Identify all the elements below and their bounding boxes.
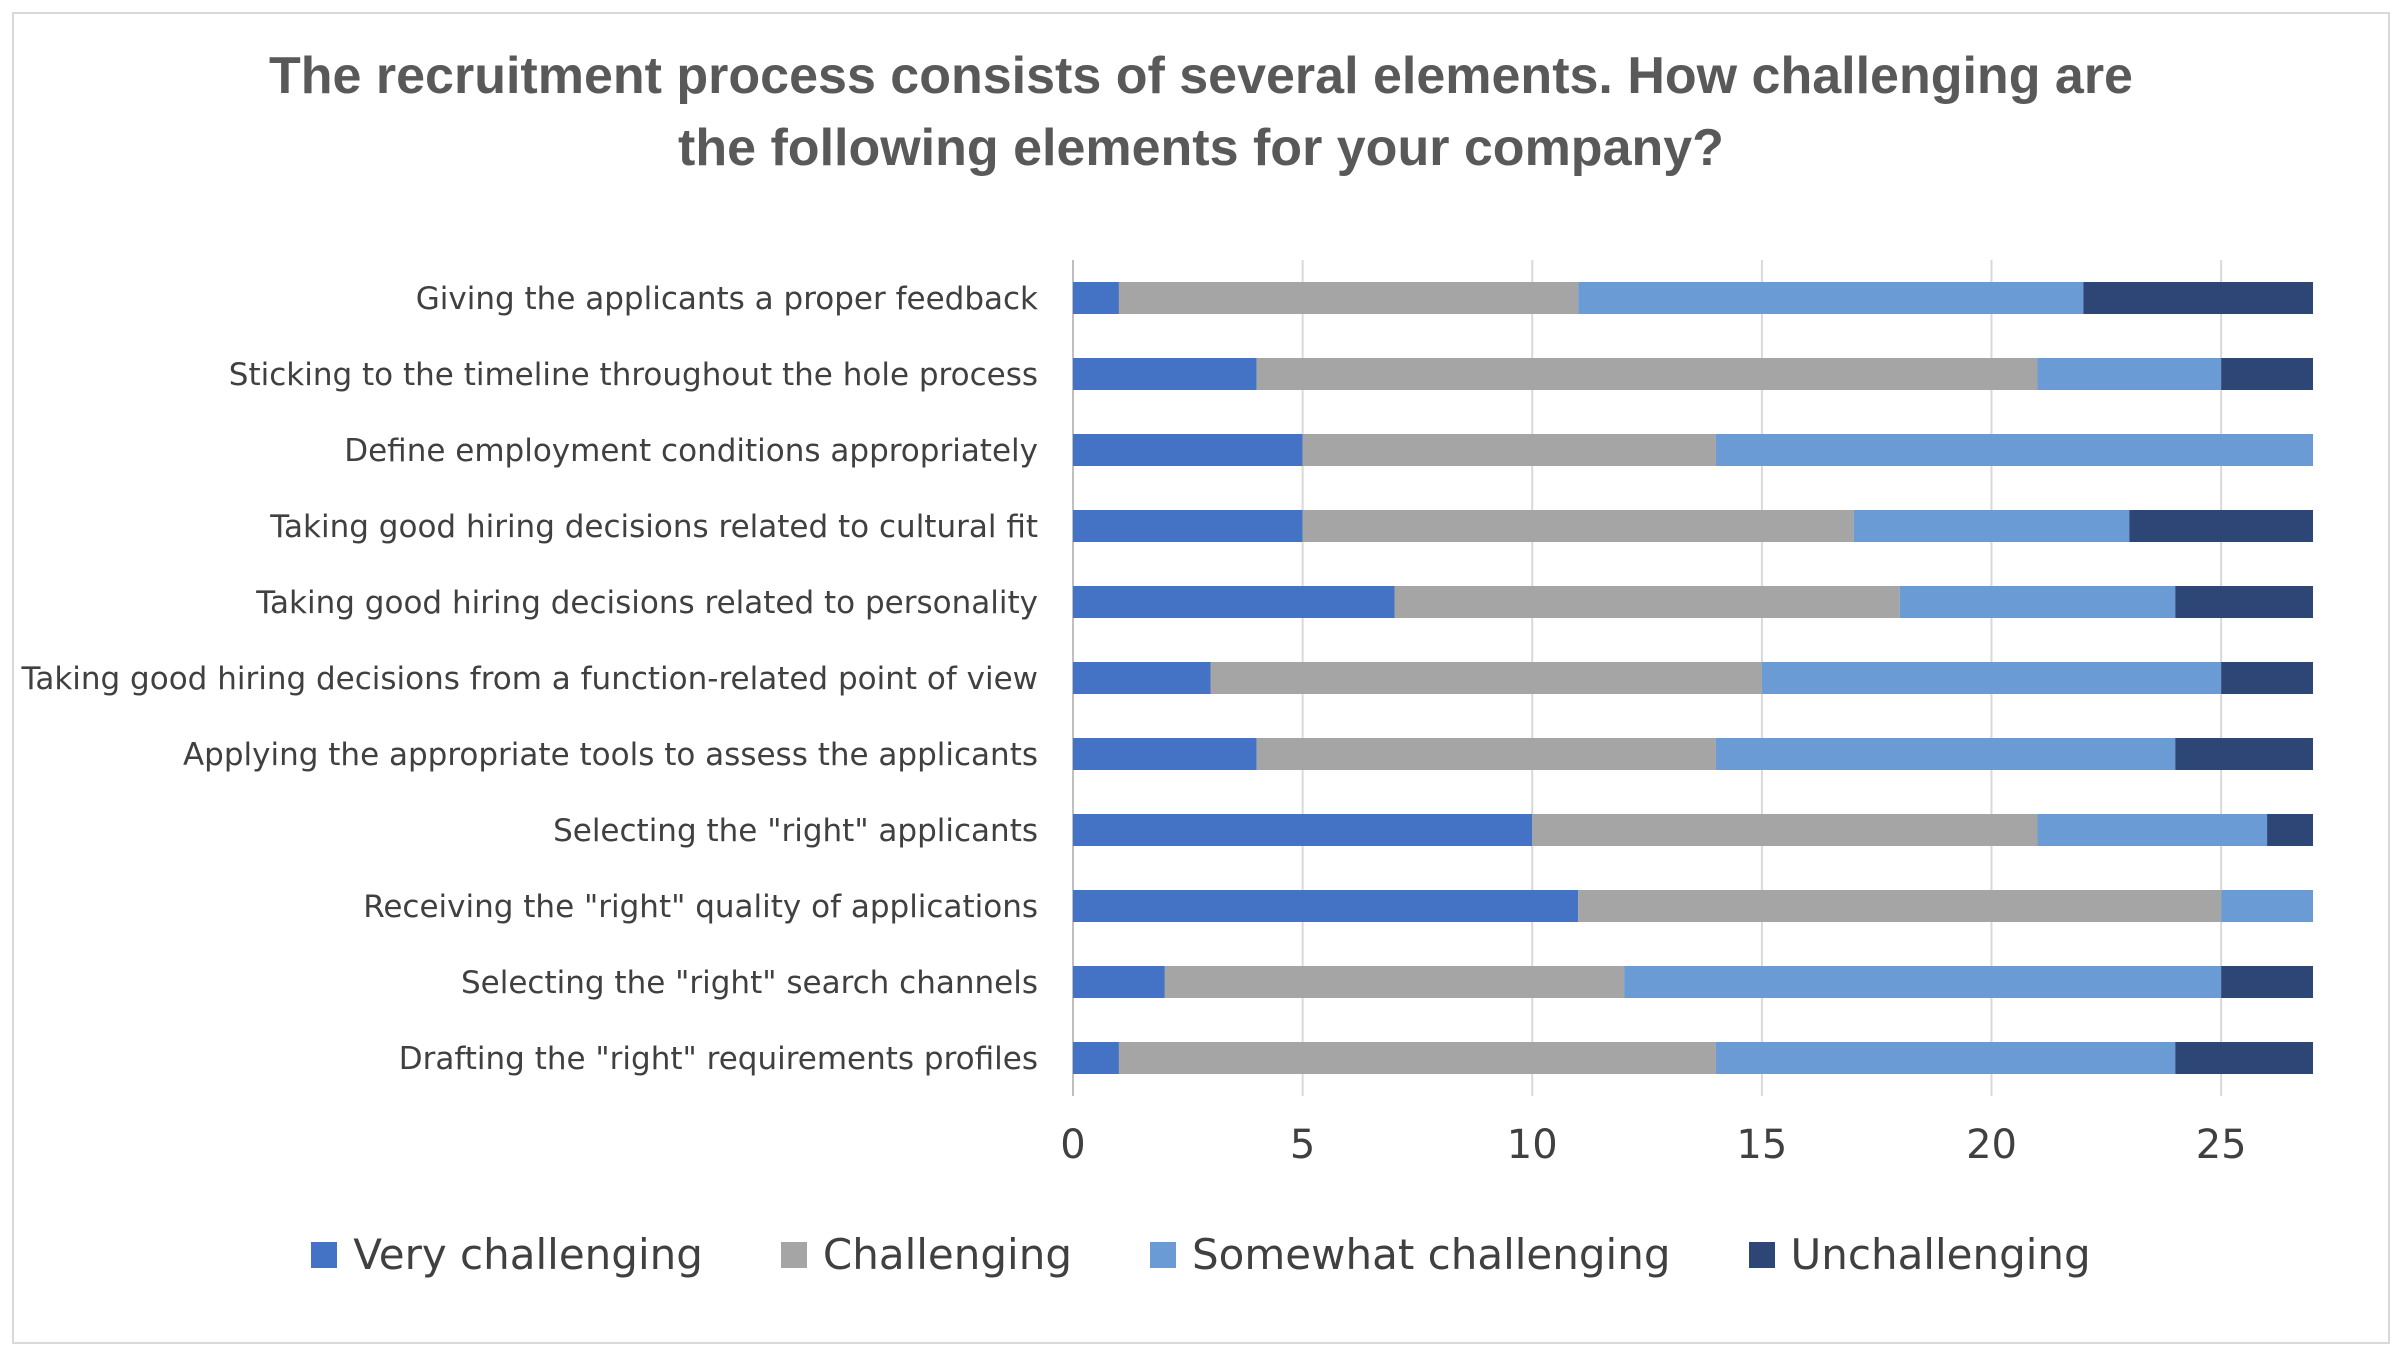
bar-segment-0-9 — [1073, 966, 1165, 998]
chart-title-line-1: The recruitment process consists of seve… — [269, 47, 2133, 105]
legend-label: Challenging — [822, 1230, 1072, 1279]
bar-segment-2-3 — [1853, 510, 2130, 542]
x-tick-label: 5 — [1290, 1122, 1315, 1168]
bar-segment-2-7 — [2037, 814, 2268, 846]
category-label: Taking good hiring decisions related to … — [255, 585, 1038, 621]
bar-segment-0-10 — [1073, 1042, 1119, 1074]
legend-item-3: Unchallenging — [1748, 1230, 2091, 1279]
bar-segment-3-6 — [2175, 738, 2313, 770]
bar-segment-3-9 — [2221, 966, 2313, 998]
bar-segment-3-5 — [2221, 662, 2313, 694]
bar-segment-2-10 — [1715, 1042, 2176, 1074]
category-label: Sticking to the timeline throughout the … — [229, 357, 1038, 393]
bar-segment-3-7 — [2267, 814, 2313, 846]
legend-label: Somewhat challenging — [1192, 1230, 1671, 1279]
category-label: Taking good hiring decisions related to … — [269, 509, 1038, 545]
x-tick-labels: 0 5 10 15 20 25 — [1060, 1122, 2246, 1168]
bar-segment-1-0 — [1118, 282, 1579, 314]
bar-segment-2-0 — [1578, 282, 2084, 314]
category-label: Selecting the "right" applicants — [553, 813, 1038, 849]
legend-swatch — [1748, 1241, 1775, 1268]
legend-item-0: Very challenging — [311, 1230, 703, 1279]
bar-segment-1-5 — [1210, 662, 1762, 694]
bar-segment-2-4 — [1899, 586, 2176, 618]
category-label: Giving the applicants a proper feedback — [416, 281, 1038, 317]
x-tick-label: 10 — [1507, 1122, 1558, 1168]
bar-segment-1-8 — [1578, 890, 2222, 922]
category-label: Applying the appropriate tools to assess… — [183, 737, 1038, 773]
category-label: Taking good hiring decisions from a func… — [21, 661, 1038, 697]
category-label: Selecting the "right" search channels — [461, 965, 1038, 1001]
category-label: Define employment conditions appropriate… — [344, 433, 1038, 469]
bar-segment-0-4 — [1073, 586, 1395, 618]
bar-segment-1-3 — [1302, 510, 1854, 542]
bar-segment-2-8 — [2221, 890, 2313, 922]
bar-segment-3-3 — [2129, 510, 2313, 542]
bar-segment-2-1 — [2037, 358, 2222, 390]
bar-segment-1-6 — [1256, 738, 1716, 770]
category-label: Drafting the "right" requirements profil… — [399, 1041, 1038, 1077]
x-tick-label: 0 — [1060, 1122, 1085, 1168]
bar-segment-1-7 — [1532, 814, 2038, 846]
bar-segment-0-5 — [1073, 662, 1211, 694]
bar-segment-1-1 — [1256, 358, 2038, 390]
legend: Very challenging Challenging Somewhat chal… — [0, 1230, 2402, 1279]
legend-label: Very challenging — [353, 1230, 703, 1279]
legend-label: Unchallenging — [1790, 1230, 2091, 1279]
legend-swatch — [780, 1241, 807, 1268]
bar-segment-0-2 — [1073, 434, 1303, 466]
bar-segment-0-7 — [1073, 814, 1533, 846]
legend-swatch — [311, 1241, 338, 1268]
category-labels: Giving the applicants a proper feedback S… — [21, 281, 1039, 1077]
bar-segment-3-4 — [2175, 586, 2313, 618]
bar-segment-0-1 — [1073, 358, 1257, 390]
bars — [1073, 282, 2313, 1074]
bar-segment-3-0 — [2083, 282, 2313, 314]
chart-title: The recruitment process consists of seve… — [0, 40, 2402, 184]
bar-segment-1-10 — [1118, 1042, 1716, 1074]
bar-segment-2-6 — [1715, 738, 2176, 770]
bar-segment-2-2 — [1715, 434, 2313, 466]
bar-segment-3-10 — [2175, 1042, 2313, 1074]
bar-segment-0-8 — [1073, 890, 1579, 922]
x-tick-label: 20 — [1966, 1122, 2017, 1168]
bar-segment-2-9 — [1624, 966, 2222, 998]
bar-segment-1-4 — [1394, 586, 1900, 618]
bar-segment-0-0 — [1073, 282, 1119, 314]
bar-segment-1-9 — [1164, 966, 1625, 998]
x-tick-label: 25 — [2196, 1122, 2247, 1168]
bar-segment-0-6 — [1073, 738, 1257, 770]
legend-item-1: Challenging — [780, 1230, 1072, 1279]
x-tick-label: 15 — [1736, 1122, 1787, 1168]
category-label: Receiving the "right" quality of applica… — [363, 889, 1038, 925]
bar-segment-0-3 — [1073, 510, 1303, 542]
legend-swatch — [1150, 1241, 1176, 1268]
bar-segment-2-5 — [1761, 662, 2222, 694]
legend-item-2: Somewhat challenging — [1150, 1230, 1671, 1279]
bar-segment-3-1 — [2221, 358, 2313, 390]
chart-title-line-2: the following elements for your company? — [678, 119, 1724, 177]
bar-segment-1-2 — [1302, 434, 1716, 466]
